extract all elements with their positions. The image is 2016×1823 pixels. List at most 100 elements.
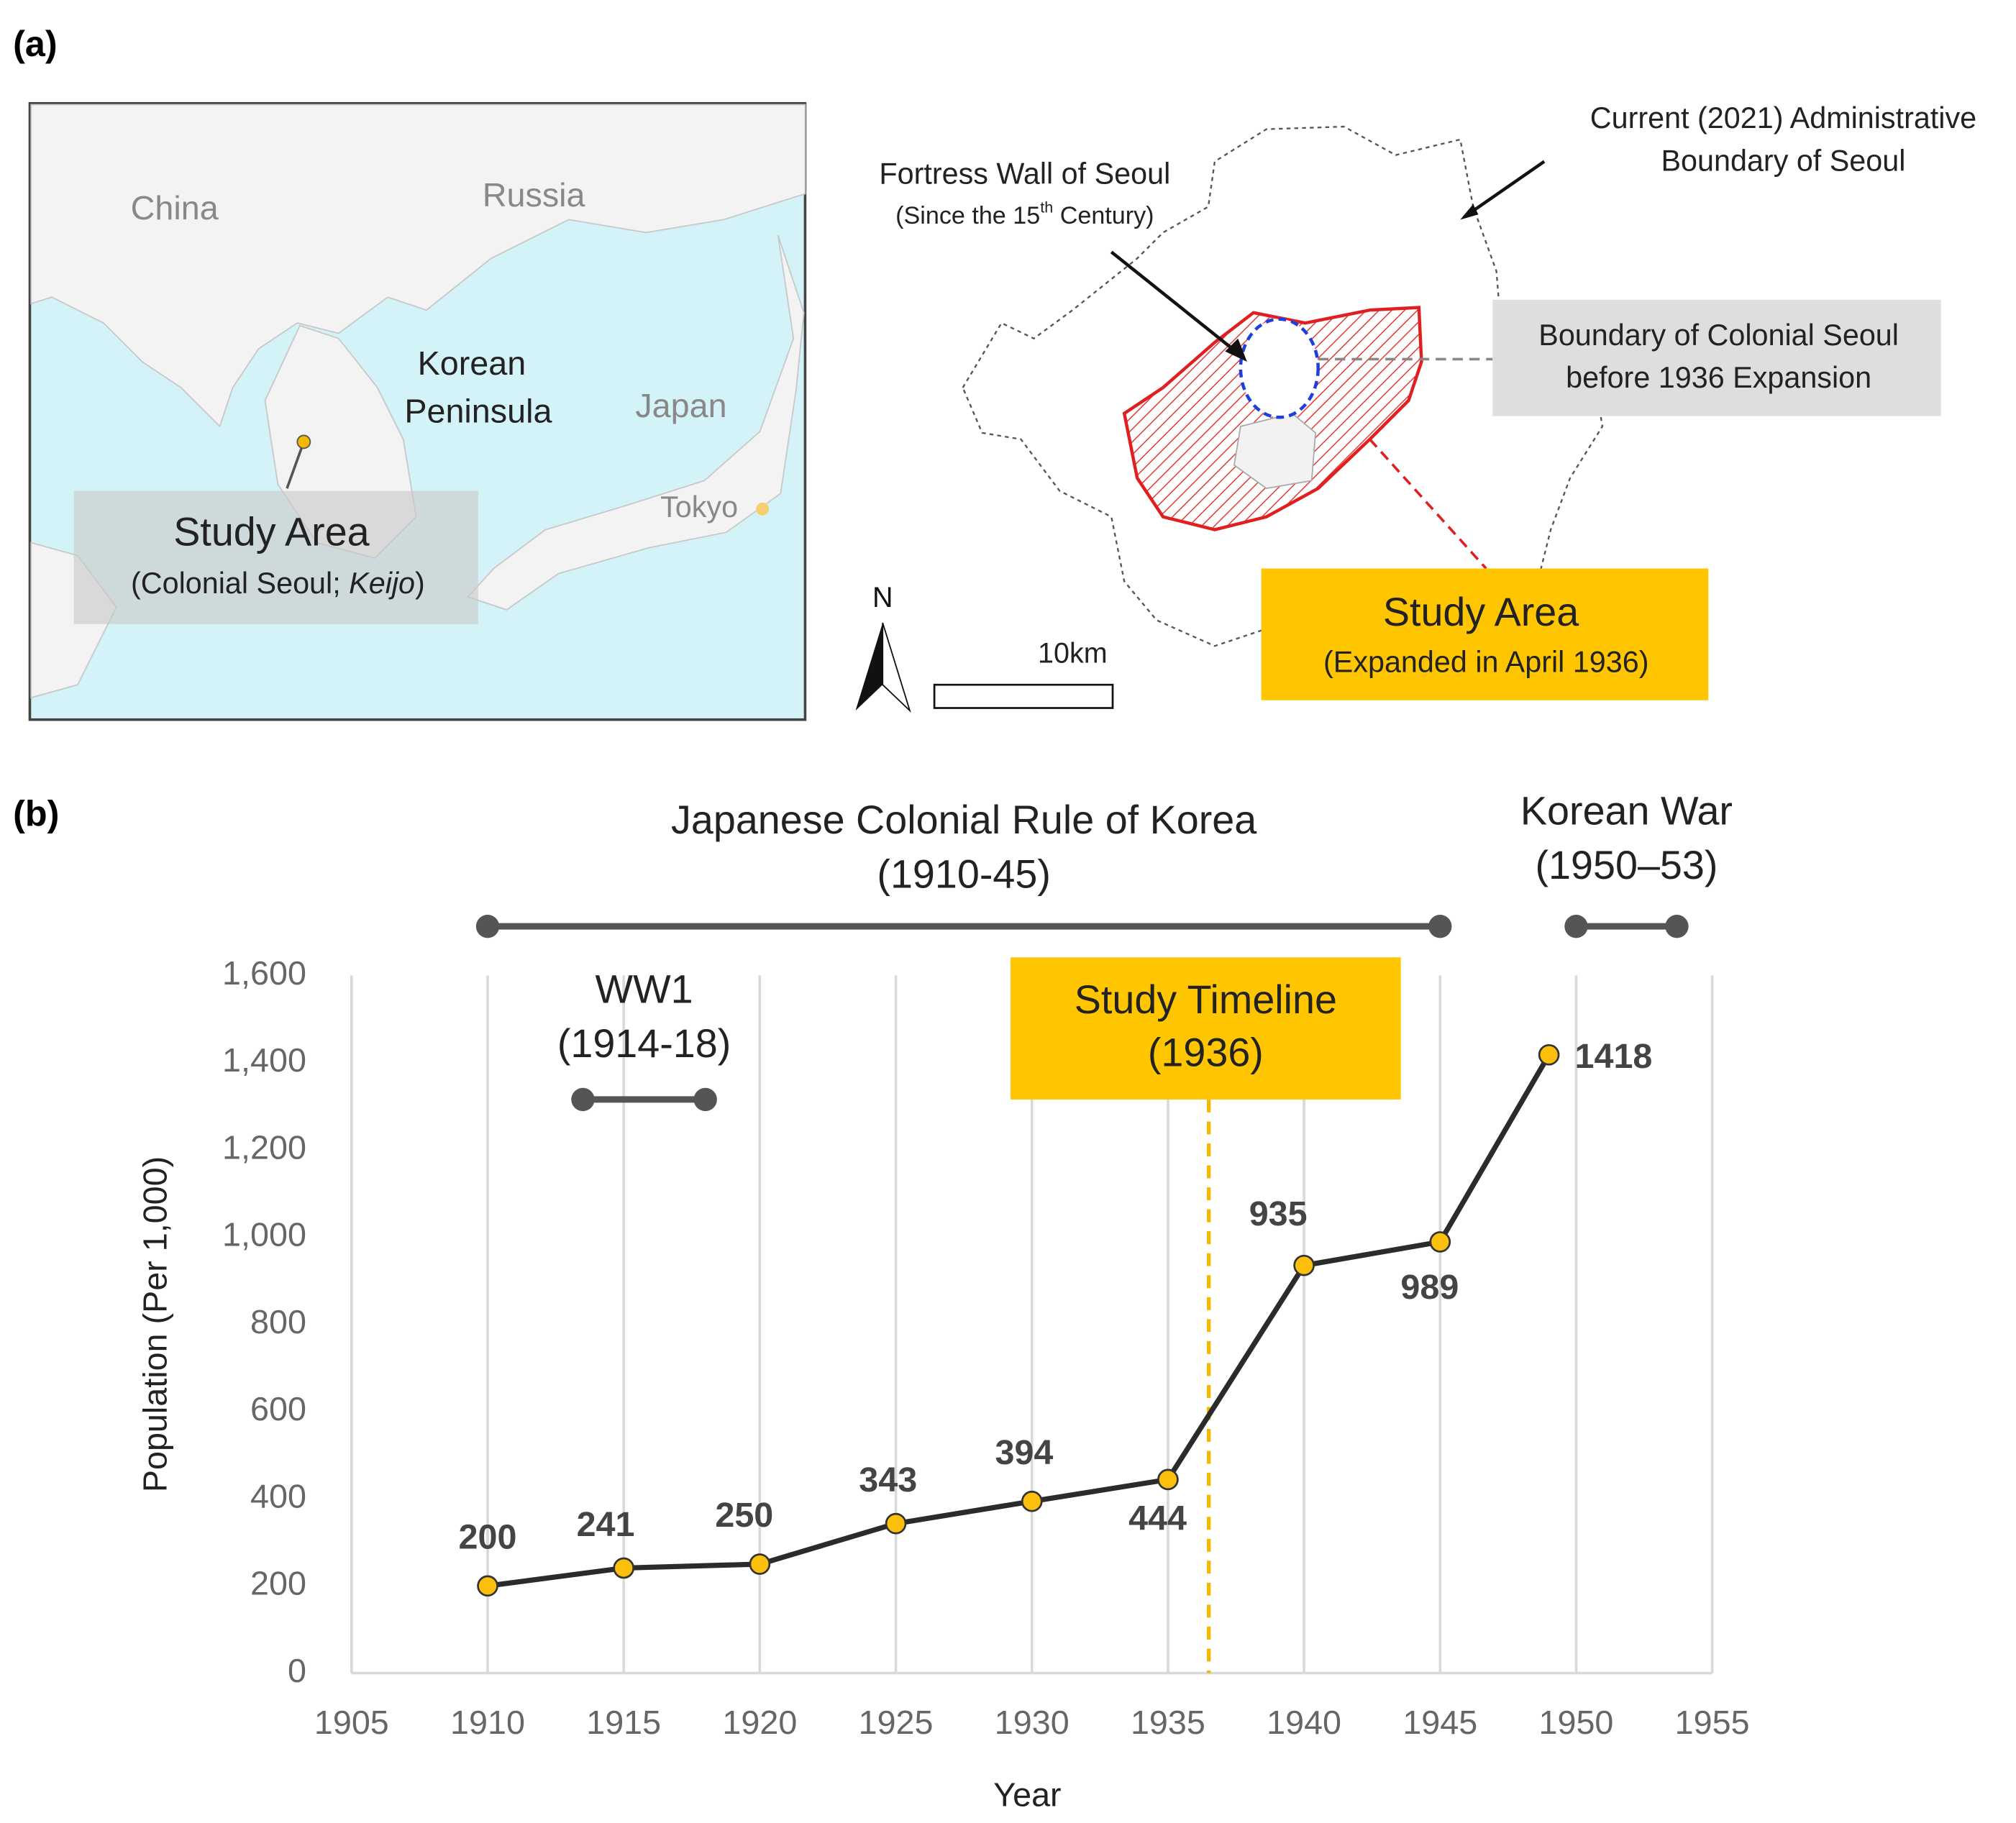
data-point: [613, 1557, 635, 1579]
scale-label: 10km: [1038, 637, 1108, 669]
y-tick-label: 1,600: [222, 954, 306, 992]
label: Peninsula: [404, 392, 552, 429]
data-point: [1157, 1468, 1179, 1491]
x-tick-label: 1925: [859, 1704, 934, 1741]
y-tick-label: 0: [288, 1652, 306, 1689]
pin-line: [286, 441, 306, 489]
north-label: N: [872, 582, 893, 613]
timeline-label: Study Timeline: [1075, 977, 1337, 1022]
colonial-box: [1492, 299, 1941, 416]
data-label: 935: [1249, 1194, 1308, 1233]
leader: [1369, 438, 1487, 570]
x-tick-label: 1930: [995, 1704, 1069, 1741]
data-label: 989: [1400, 1268, 1459, 1307]
period-label: Japanese Colonial Rule of Korea: [671, 798, 1256, 842]
data-label: 343: [859, 1461, 917, 1499]
period-label: (1950–53): [1536, 843, 1718, 887]
x-tick-label: 1905: [314, 1704, 389, 1741]
label: Boundary of Colonial Seoul: [1538, 319, 1899, 352]
x-tick-label: 1915: [586, 1704, 661, 1741]
x-axis-label: Year: [993, 1776, 1061, 1813]
y-tick-label: 1,000: [222, 1216, 306, 1253]
text: (Colonial Seoul;: [131, 567, 349, 600]
period-end: [1665, 914, 1689, 938]
mainland: [30, 104, 806, 428]
label: (Since the 15th Century): [895, 198, 1154, 229]
arrow-head: [1225, 338, 1247, 362]
data-label: 394: [995, 1433, 1053, 1472]
label: Russia: [483, 176, 585, 214]
label: Fortress Wall of Seoul: [879, 157, 1170, 190]
label: Study Area: [1383, 590, 1579, 634]
pin: [296, 434, 311, 449]
arrow-head: [1460, 204, 1479, 220]
period-start: [475, 914, 500, 938]
label: Korean: [418, 344, 526, 382]
japan-land: [466, 234, 805, 611]
label: (Colonial Seoul; Keijo): [131, 567, 425, 600]
period-label: (1910-45): [877, 852, 1050, 897]
timeline-label: (1936): [1148, 1031, 1264, 1075]
y-axis-label: Population (Per 1,000): [137, 1156, 174, 1492]
period-end: [693, 1087, 717, 1112]
label: before 1936 Expansion: [1566, 361, 1871, 394]
x-tick-label: 1945: [1402, 1704, 1477, 1741]
y-tick-label: 1,400: [222, 1041, 306, 1079]
north-arrow: [882, 622, 911, 713]
north-arrow: [855, 622, 883, 711]
panel-label: (b): [13, 793, 59, 834]
x-tick-label: 1920: [722, 1704, 797, 1741]
arrow: [1110, 250, 1242, 357]
data-label: 200: [459, 1517, 517, 1556]
data-point: [1021, 1490, 1043, 1512]
label: Current (2021) Administrative: [1590, 101, 1976, 134]
label: (Expanded in April 1936): [1323, 645, 1648, 678]
data-point: [749, 1553, 771, 1575]
data-point: [1538, 1043, 1560, 1066]
text: Century): [1053, 202, 1154, 229]
study-box: [73, 490, 478, 624]
seoul-map: Current (2021) Administrative Boundary o…: [855, 101, 1976, 713]
y-tick-label: 1,200: [222, 1128, 306, 1166]
scale-bar: [933, 683, 1114, 709]
data-point: [1429, 1231, 1451, 1253]
y-tick-label: 200: [250, 1565, 306, 1602]
label: Japan: [635, 387, 726, 424]
x-tick-label: 1950: [1539, 1704, 1614, 1741]
arrow: [1463, 160, 1546, 219]
panel-label: (a): [13, 23, 57, 64]
label: Study Area: [173, 510, 369, 554]
fortress-wall: [1239, 317, 1320, 419]
label: China: [131, 189, 219, 227]
text: ): [415, 567, 425, 600]
period-label: (1914-18): [557, 1021, 731, 1066]
period-end: [1428, 914, 1452, 938]
y-tick-label: 400: [250, 1477, 306, 1514]
data-label: 250: [715, 1496, 773, 1535]
inset-map: China Russia Korean Peninsula Japan Toky…: [28, 101, 807, 721]
timeline-box: [1011, 957, 1401, 1100]
data-label: 1418: [1575, 1037, 1653, 1076]
data-point: [885, 1512, 907, 1535]
period-start: [1564, 914, 1588, 938]
data-label: 241: [577, 1505, 635, 1544]
data-label: 444: [1128, 1499, 1187, 1538]
x-tick-label: 1940: [1267, 1704, 1341, 1741]
period-label: Korean War: [1520, 789, 1733, 833]
tokyo-dot: [756, 502, 770, 516]
study-box: [1261, 568, 1709, 700]
text: th: [1040, 198, 1053, 216]
period-label: WW1: [596, 967, 693, 1012]
data-point: [1293, 1254, 1315, 1276]
data-point: [477, 1575, 498, 1597]
y-tick-label: 600: [250, 1390, 306, 1427]
label: Boundary of Seoul: [1661, 144, 1905, 177]
label: Tokyo: [660, 490, 738, 524]
x-tick-label: 1910: [450, 1704, 525, 1741]
text: Keijo: [349, 567, 415, 600]
text: (Since the 15: [895, 202, 1040, 229]
x-tick-label: 1935: [1131, 1704, 1205, 1741]
x-tick-label: 1955: [1675, 1704, 1750, 1741]
